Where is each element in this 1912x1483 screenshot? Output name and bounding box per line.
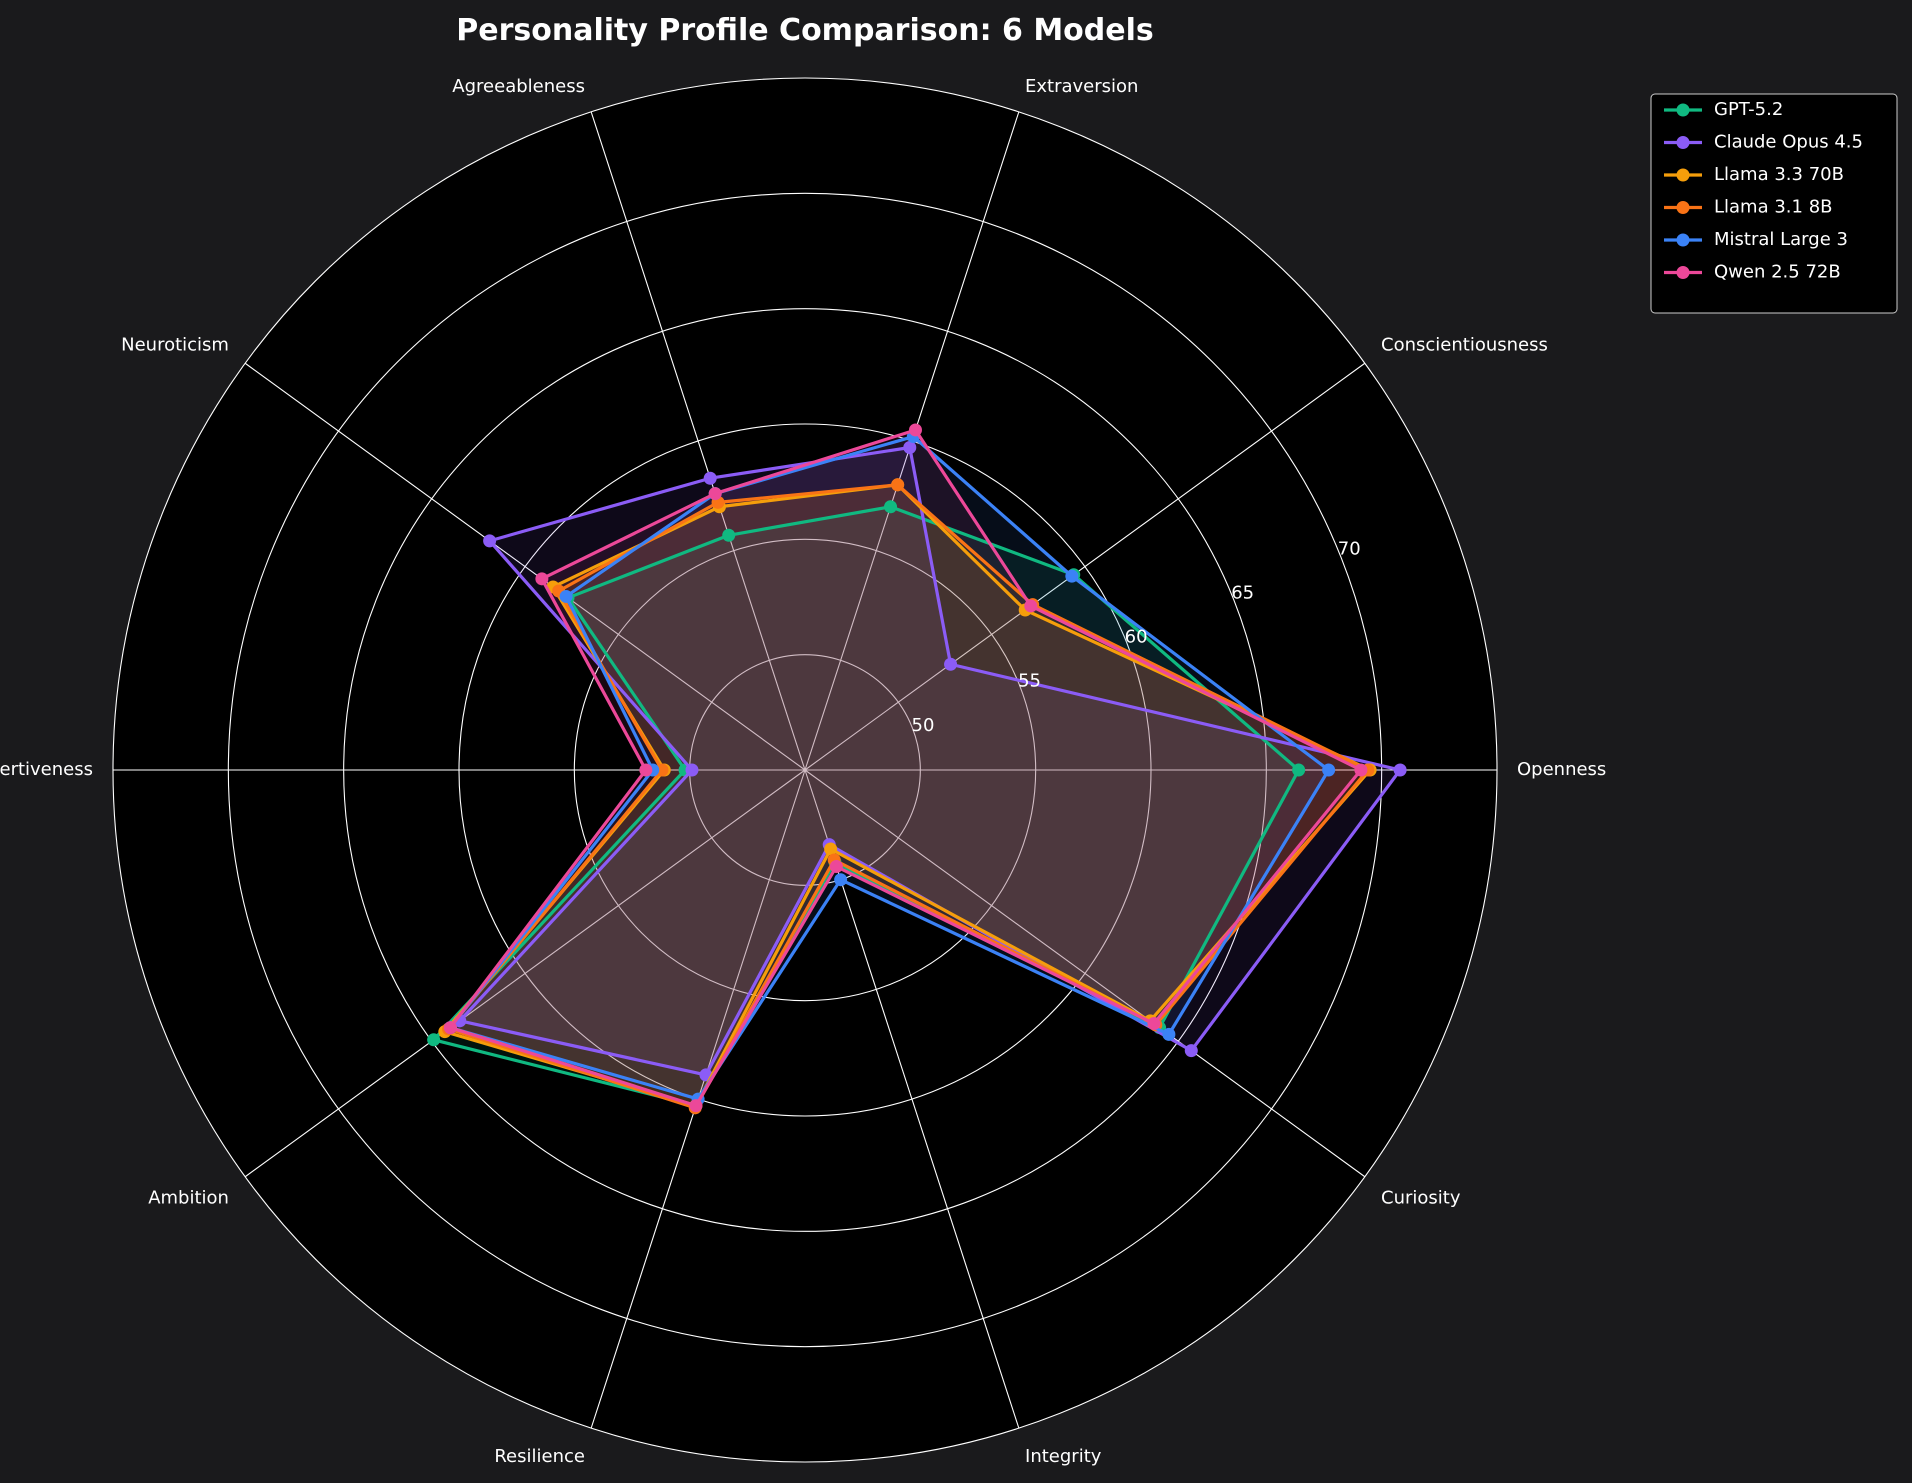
data-point <box>685 763 699 777</box>
legend-item: Claude Opus 4.5 <box>1664 132 1863 153</box>
data-point <box>1065 569 1079 583</box>
legend-label: Claude Opus 4.5 <box>1714 132 1863 153</box>
grid-spoke <box>590 111 806 771</box>
series-group <box>443 423 1368 1113</box>
axis-label: Agreeableness <box>452 76 585 97</box>
data-point <box>1393 763 1407 777</box>
legend-frame <box>1650 93 1898 314</box>
legend-item: Llama 3.3 70B <box>1664 164 1844 185</box>
chart-title: Personality Profile Comparison: 6 Models <box>456 13 1154 48</box>
grid-spoke <box>804 362 1366 771</box>
series-fill <box>450 436 1329 1100</box>
axis-label: Integrity <box>1025 1446 1102 1467</box>
data-point <box>708 487 722 501</box>
data-point <box>1322 763 1336 777</box>
data-point <box>443 1021 457 1035</box>
polar-grid <box>112 77 1498 1463</box>
data-point <box>703 471 717 485</box>
series-fills <box>433 429 1401 1108</box>
legend-label: Mistral Large 3 <box>1714 229 1848 250</box>
legend-marker <box>1676 233 1690 247</box>
data-point <box>829 860 843 874</box>
series-group <box>443 430 1336 1106</box>
data-point <box>483 534 497 548</box>
data-point <box>1147 1017 1161 1031</box>
series-fill <box>459 447 1401 1075</box>
data-point <box>824 842 838 856</box>
data-point <box>1354 763 1368 777</box>
axis-labels: Openness Conscientiousness Extraversion Agr… <box>0 76 1606 1467</box>
legend-item: Qwen 2.5 72B <box>1664 262 1841 283</box>
data-point <box>903 441 917 455</box>
data-point <box>559 589 573 603</box>
axis-label: Resilience <box>494 1446 585 1467</box>
data-point <box>535 572 549 586</box>
legend-item: GPT-5.2 <box>1664 99 1783 120</box>
data-point <box>655 763 669 777</box>
series-fill <box>448 484 1368 1108</box>
data-point <box>722 528 736 542</box>
axis-label: Assertiveness <box>0 759 93 780</box>
axis-label: Conscientiousness <box>1381 334 1548 355</box>
data-point <box>884 500 898 514</box>
series-fill <box>433 506 1299 1106</box>
legend-label: GPT-5.2 <box>1714 99 1783 120</box>
data-point <box>427 1033 441 1047</box>
data-point <box>1292 763 1306 777</box>
grid-spoke <box>244 769 806 1178</box>
axis-label: Openness <box>1517 759 1606 780</box>
legend-marker <box>1676 201 1690 214</box>
axis-label: Curiosity <box>1381 1188 1461 1209</box>
legend-marker <box>1676 266 1690 279</box>
grid-spoke <box>244 362 806 771</box>
data-point <box>891 478 905 492</box>
data-point <box>1184 1044 1198 1058</box>
radial-tick-label: 70 <box>1338 538 1361 559</box>
axis-label: Ambition <box>148 1188 229 1209</box>
legend: GPT-5.2 Claude Opus 4.5 Llama 3.3 70B Llama… <box>1650 93 1898 314</box>
data-point <box>689 1099 703 1113</box>
series-fill <box>444 484 1371 1106</box>
data-point <box>908 423 922 437</box>
radial-tick-label: 55 <box>1018 671 1041 692</box>
radial-tick-label: 60 <box>1125 627 1148 648</box>
legend-label: Llama 3.1 8B <box>1714 197 1833 218</box>
radial-tick-labels: 50 55 60 65 70 <box>912 538 1361 736</box>
legend-item: Llama 3.1 8B <box>1664 197 1833 218</box>
radial-tick-label: 65 <box>1231 582 1254 603</box>
legend-marker <box>1676 136 1690 149</box>
series-fill <box>450 429 1361 1106</box>
data-point <box>1024 599 1038 613</box>
axis-label: Neuroticism <box>121 334 229 355</box>
radial-tick-label: 50 <box>912 715 935 736</box>
legend-item: Mistral Large 3 <box>1664 229 1848 250</box>
legend-marker <box>1676 103 1690 117</box>
series-lines <box>427 423 1407 1115</box>
data-point <box>1162 1027 1176 1041</box>
legend-marker <box>1676 168 1690 182</box>
grid-spoke <box>804 769 1366 1178</box>
legend-label: Qwen 2.5 72B <box>1714 262 1841 283</box>
data-point <box>834 873 848 887</box>
legend-label: Llama 3.3 70B <box>1714 164 1844 185</box>
data-point <box>639 763 653 777</box>
axis-label: Extraversion <box>1025 76 1138 97</box>
data-point <box>944 657 958 671</box>
